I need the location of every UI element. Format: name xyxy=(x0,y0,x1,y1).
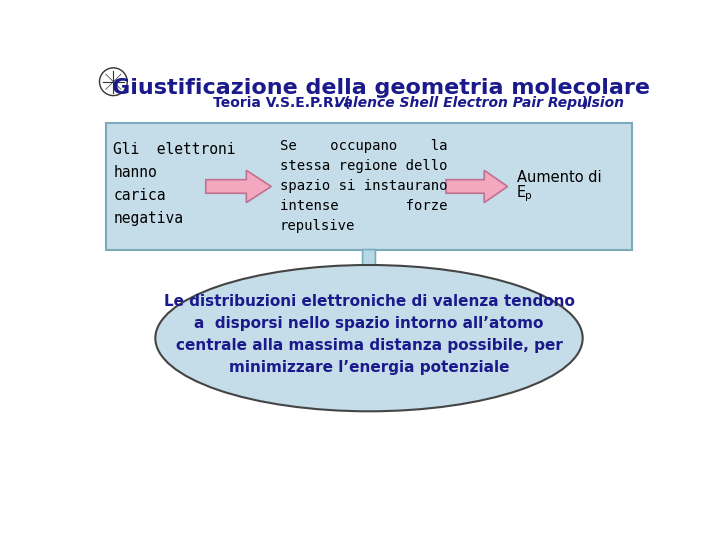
Polygon shape xyxy=(206,170,271,202)
Text: Valence Shell Electron Pair Repulsion: Valence Shell Electron Pair Repulsion xyxy=(334,96,624,110)
Text: Aumento di: Aumento di xyxy=(517,171,601,186)
Text: Teoria V.S.E.P.R. (: Teoria V.S.E.P.R. ( xyxy=(213,96,351,110)
Text: Le distribuzioni elettroniche di valenza tendono
a  disporsi nello spazio intorn: Le distribuzioni elettroniche di valenza… xyxy=(163,294,575,375)
Text: Giustificazione della geometria molecolare: Giustificazione della geometria molecola… xyxy=(112,78,649,98)
Polygon shape xyxy=(446,170,508,202)
Text: Se    occupano    la
stessa regione dello
spazio si instaurano
intense        fo: Se occupano la stessa regione dello spaz… xyxy=(279,139,447,233)
Ellipse shape xyxy=(156,265,582,411)
FancyBboxPatch shape xyxy=(106,123,632,249)
Text: E: E xyxy=(517,185,526,200)
Text: p: p xyxy=(526,191,532,201)
Polygon shape xyxy=(352,249,386,287)
Text: Gli  elettroni
hanno
carica
negativa: Gli elettroni hanno carica negativa xyxy=(113,143,236,226)
Text: ): ) xyxy=(582,96,589,110)
